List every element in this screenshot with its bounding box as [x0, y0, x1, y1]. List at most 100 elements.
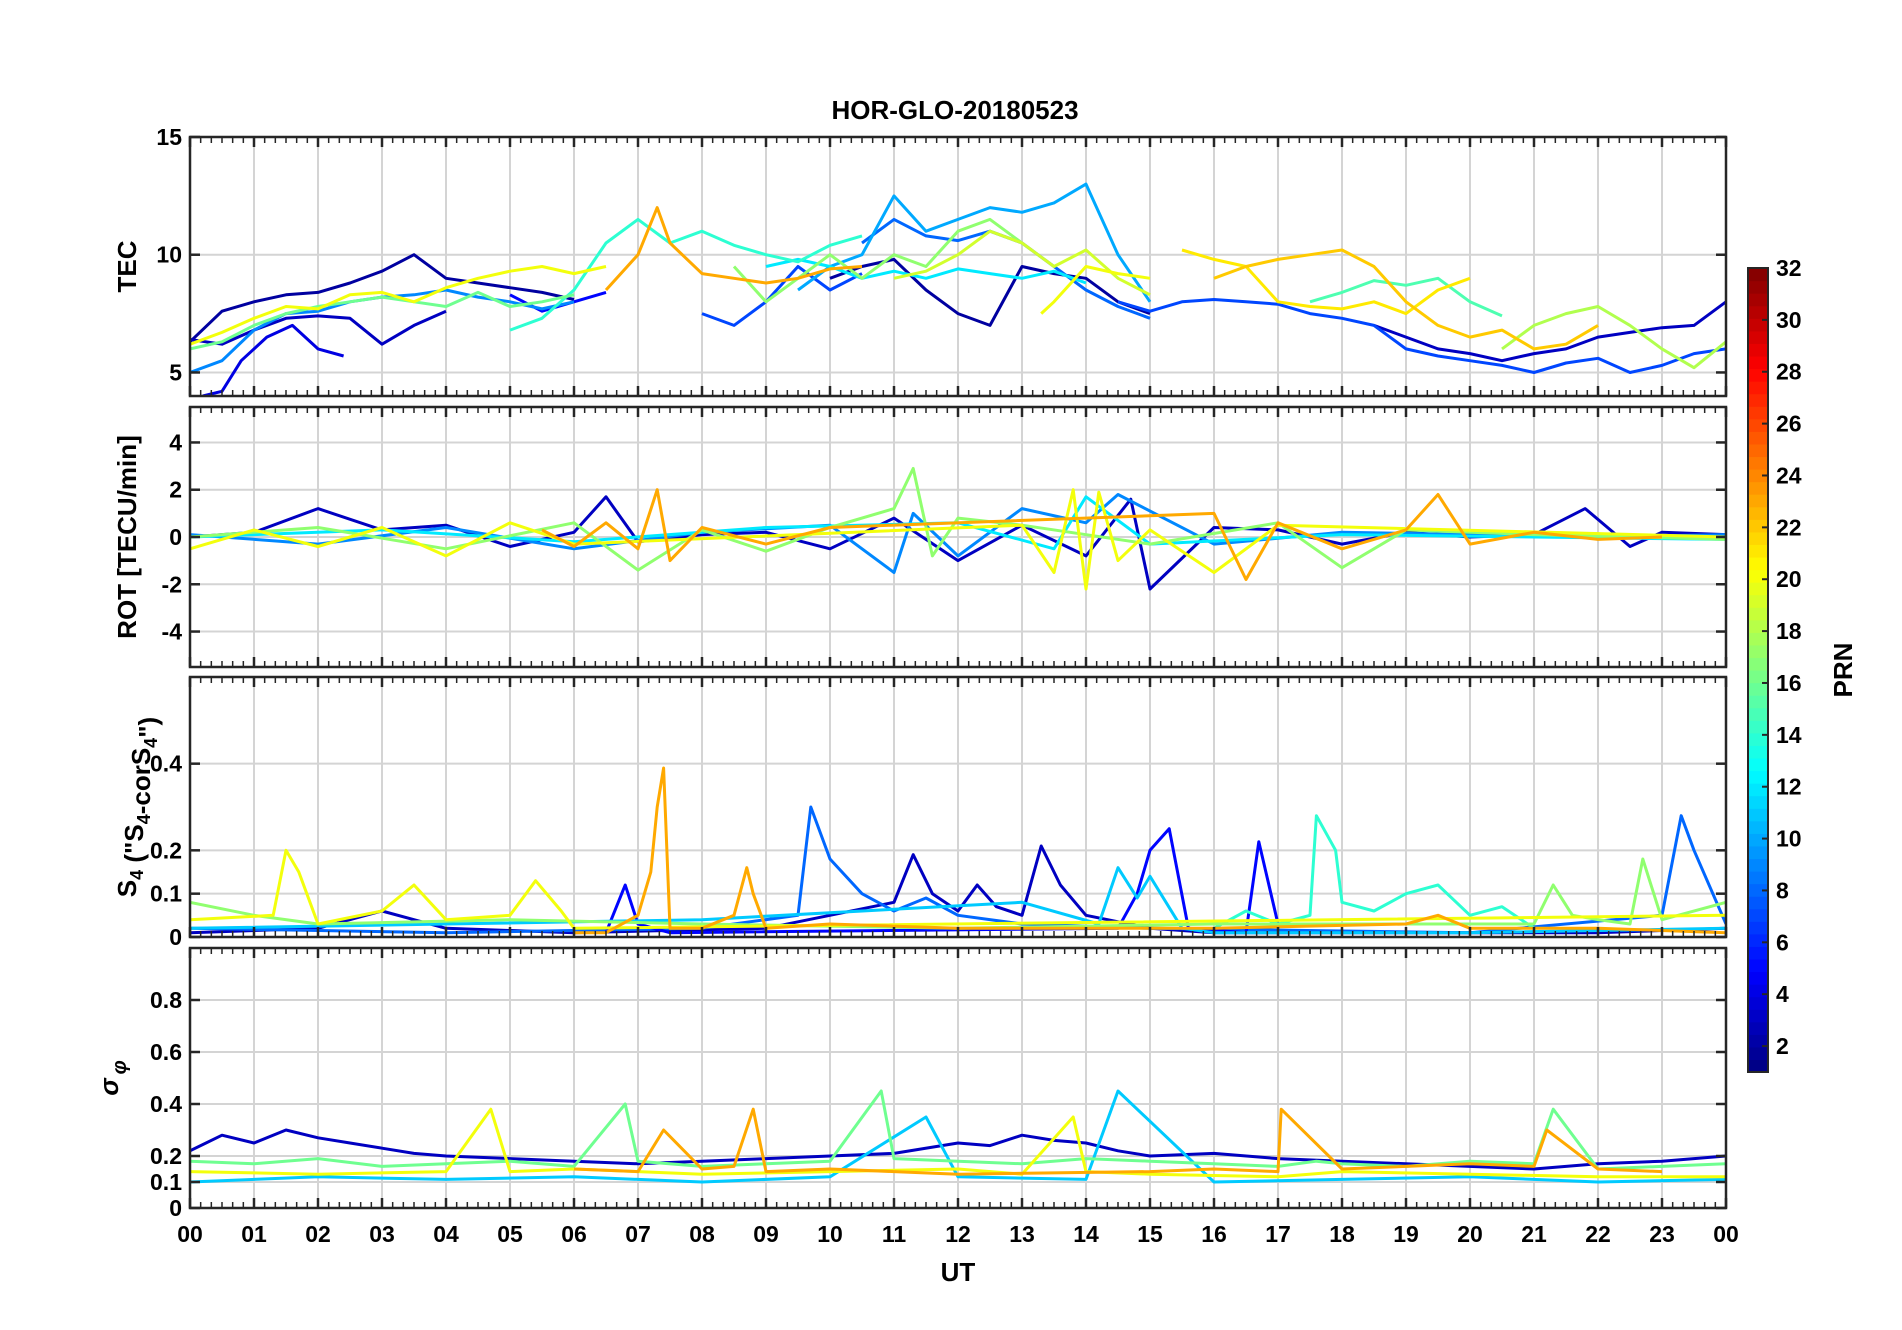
colorbar-segment	[1748, 845, 1768, 860]
series-line-prn-9-1	[190, 493, 1726, 574]
series-line-prn-17-5	[190, 857, 1726, 930]
colorbar-segment	[1748, 456, 1768, 470]
colorbar-tick-label: 6	[1776, 929, 1789, 955]
y-axis-label: σφ	[94, 1060, 131, 1095]
colorbar-segment	[1748, 381, 1768, 395]
x-tick-label: 11	[882, 1221, 907, 1247]
colorbar-segment	[1748, 833, 1768, 847]
series-line-prn-11-1	[190, 1089, 1726, 1184]
x-tick-label: 00	[177, 1221, 203, 1247]
colorbar-tick-label: 18	[1776, 618, 1802, 644]
x-tick-label: 19	[1393, 1221, 1419, 1247]
panel-ROT: -4 -2 0 2 4 ROT [TECU/min]	[112, 405, 1728, 669]
x-tick-label: 02	[305, 1221, 331, 1247]
y-tick-label: 0.2	[150, 837, 182, 863]
x-tick-label: 09	[753, 1221, 779, 1247]
panel-sigma_phi: 00.10.2 0.4 0.6 0.8 σφ 00 01 02 03 04 05 06 07 08 09 10…	[94, 946, 1739, 1287]
series-line-prn-20-18	[190, 265, 607, 346]
series-line-prn-23-5	[541, 488, 1663, 581]
series-line-prn-10-10	[797, 182, 1152, 303]
colorbar-segment	[1748, 996, 1768, 1010]
colorbar-frame	[1747, 267, 1769, 1073]
colorbar-segment	[1748, 619, 1768, 633]
colorbar-segment	[1748, 958, 1768, 973]
colorbar-segment	[1748, 682, 1768, 696]
colorbar-segment	[1748, 469, 1768, 483]
y-tick-label: 15	[156, 124, 182, 150]
traces	[190, 182, 1726, 396]
y-tick-label: 0	[169, 924, 182, 950]
series-line-prn-3-5	[1373, 300, 1726, 363]
y-tick-label: 10	[156, 242, 182, 268]
colorbar-segment	[1748, 670, 1768, 684]
colorbar-segment	[1748, 657, 1768, 671]
y-tick-label: 0	[169, 524, 182, 550]
colorbar-segment	[1748, 984, 1768, 998]
colorbar-segment	[1748, 808, 1768, 822]
colorbar-segment	[1748, 393, 1768, 407]
traces	[190, 467, 1726, 591]
chart-title: HOR-GLO-20180523	[831, 95, 1078, 125]
colorbar-segment	[1748, 1059, 1768, 1073]
colorbar-segment	[1748, 908, 1768, 922]
colorbar-tick-label: 26	[1776, 411, 1802, 437]
y-tick-label: 5	[169, 359, 182, 385]
x-tick-label: 14	[1073, 1221, 1099, 1247]
colorbar-segment	[1748, 1009, 1768, 1023]
colorbar-segment	[1748, 770, 1768, 784]
colorbar-segment	[1748, 757, 1768, 772]
colorbar-segment	[1748, 531, 1768, 545]
y-tick-label: 0.1	[150, 881, 182, 907]
colorbar-segment	[1748, 343, 1768, 357]
x-tick-label: 06	[561, 1221, 587, 1247]
colorbar-segment	[1748, 783, 1768, 797]
y-tick-label: -4	[162, 619, 183, 645]
colorbar-tick-label: 20	[1776, 566, 1802, 592]
y-axis-label: S4 ("S4-corS4")	[112, 717, 163, 897]
traces	[190, 766, 1726, 935]
series-line-prn-16-2	[190, 1089, 1726, 1171]
colorbar-segment	[1748, 896, 1768, 910]
colorbar-segment	[1748, 355, 1768, 370]
colorbar-label: PRN	[1828, 643, 1858, 698]
x-tick-label: 17	[1265, 1221, 1291, 1247]
x-tick-label: 16	[1201, 1221, 1227, 1247]
series-line-prn-22-21	[1213, 248, 1599, 351]
y-tick-label: 0.2	[150, 1143, 182, 1169]
colorbar-segment	[1748, 933, 1768, 947]
colorbar-segment	[1748, 745, 1768, 759]
x-tick-label: 08	[689, 1221, 715, 1247]
colorbar-segment	[1748, 971, 1768, 985]
panel-S4: 0 0.1 0.2 0.4S4 ("S4-corS4")	[112, 675, 1728, 950]
colorbar-segment	[1748, 732, 1768, 746]
colorbar-tick-label: 16	[1776, 670, 1802, 696]
colorbar-segment	[1748, 556, 1768, 571]
series-line-prn-3-0	[190, 1128, 1726, 1171]
y-tick-label: 0.8	[150, 987, 182, 1013]
colorbar-segment	[1748, 305, 1768, 319]
colorbar-segment	[1748, 1034, 1768, 1048]
colorbar-segment	[1748, 795, 1768, 809]
series-line-prn-17-15	[732, 217, 1023, 304]
colorbar-segment	[1748, 1046, 1768, 1061]
y-tick-label: 0.4	[150, 751, 182, 777]
series-line-prn-7-6	[701, 265, 863, 327]
panel-TEC: 5 10 15 TEC	[112, 124, 1728, 398]
colorbar-segment	[1748, 544, 1768, 558]
colorbar-tick-label: 14	[1776, 722, 1802, 748]
series-line-prn-15-13	[1309, 276, 1503, 318]
colorbar-segment	[1748, 406, 1768, 420]
traces	[190, 1089, 1726, 1184]
series-line-prn-20-4	[190, 488, 1726, 591]
colorbar-segment	[1748, 858, 1768, 872]
x-tick-label: 10	[817, 1221, 843, 1247]
colorbar-tick-label: 22	[1776, 514, 1802, 540]
y-tick-label: 4	[169, 429, 182, 455]
series-line-prn-3-1	[190, 309, 447, 346]
x-tick-label: 20	[1457, 1221, 1483, 1247]
colorbar-segment	[1748, 418, 1768, 432]
colorbar-segment	[1748, 720, 1768, 734]
colorbar-segment	[1748, 506, 1768, 520]
colorbar-segment	[1748, 431, 1768, 445]
